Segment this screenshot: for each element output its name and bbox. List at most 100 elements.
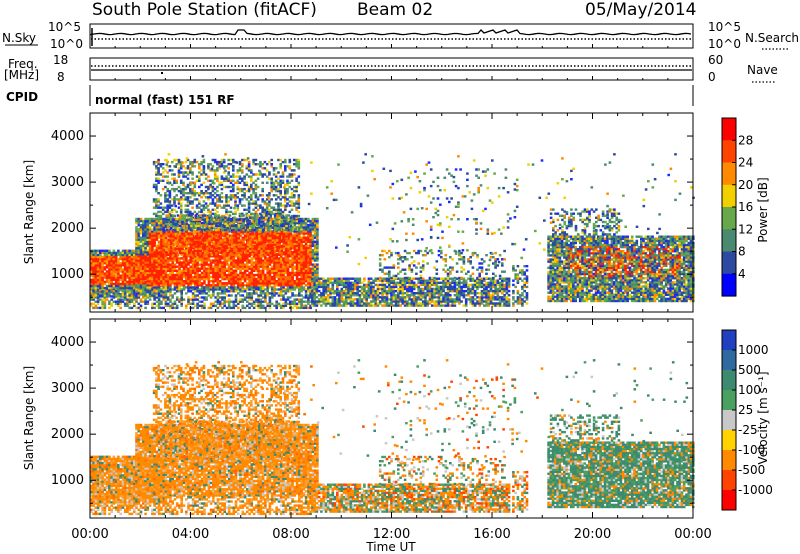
power-cell: [226, 241, 229, 244]
power-cell: [297, 200, 301, 203]
power-cell: [304, 277, 308, 281]
power-cell: [196, 282, 199, 285]
power-cell: [286, 280, 290, 283]
power-cell: [94, 262, 98, 265]
power-cell: [178, 236, 181, 239]
power-cell: [224, 222, 227, 225]
power-cell: [151, 259, 154, 262]
power-cell: [283, 241, 286, 244]
power-cell: [198, 210, 201, 214]
power-cell: [215, 214, 218, 217]
power-cell: [220, 192, 224, 195]
power-cell: [222, 177, 226, 180]
power-cell: [189, 163, 192, 166]
power-cell: [159, 165, 163, 168]
power-cell: [256, 185, 260, 189]
power-cell: [112, 259, 116, 263]
power-cell: [270, 165, 273, 168]
power-cell: [279, 165, 282, 168]
power-cell: [250, 280, 254, 283]
nsky-line: [90, 29, 692, 36]
power-cell: [213, 158, 217, 162]
power-cell: [304, 228, 308, 231]
power-cell: [275, 271, 278, 275]
power-cell: [182, 175, 185, 178]
power-cell: [259, 280, 263, 283]
power-cell: [162, 271, 165, 275]
power-cell: [286, 259, 290, 262]
power-cell: [232, 185, 235, 189]
power-cell: [135, 240, 138, 243]
power-cell: [166, 221, 170, 225]
power-cell: [119, 251, 122, 255]
power-cell: [171, 267, 174, 270]
power-cell: [130, 272, 134, 275]
power-cell: [243, 271, 247, 275]
power-cell: [90, 264, 93, 267]
power-cell: [298, 265, 301, 268]
power-cell: [155, 217, 159, 221]
power-cell: [168, 200, 172, 203]
power-cell: [273, 243, 277, 246]
power-cell: [92, 278, 95, 281]
power-cell: [223, 286, 226, 289]
power-cell: [300, 273, 303, 277]
power-cell: [200, 183, 203, 187]
power-cell: [155, 257, 159, 260]
power-cell: [157, 280, 161, 283]
power-cell: [289, 259, 292, 262]
power-cell: [280, 245, 284, 248]
power-cell: [181, 239, 184, 242]
power-cell: [238, 160, 242, 164]
power-cell: [197, 237, 200, 240]
power-cell: [168, 189, 172, 193]
power-cell: [157, 163, 160, 166]
power-cell: [316, 234, 319, 237]
power-cell: [151, 236, 154, 239]
power-cell: [230, 259, 233, 262]
power-cell: [246, 214, 250, 217]
power-cell: [238, 181, 242, 184]
power-cell: [126, 257, 129, 261]
cpid-value: normal (fast) 151 RF: [95, 93, 235, 107]
power-cell: [119, 264, 122, 267]
power-cell: [253, 241, 257, 244]
power-cell: [173, 263, 177, 266]
power-cell: [137, 228, 141, 231]
power-cell: [316, 273, 319, 277]
power-cell: [151, 244, 154, 248]
power-cell: [288, 165, 292, 168]
power-cell: [117, 270, 120, 273]
power-cell: [148, 230, 152, 233]
power-cell: [142, 249, 145, 252]
power-cell: [159, 210, 163, 214]
power-cell: [185, 255, 188, 258]
power-cell: [182, 280, 186, 283]
power-cell: [295, 177, 298, 180]
power-cell: [285, 235, 288, 238]
power-cell: [128, 262, 131, 265]
power-cell: [148, 234, 152, 237]
power-cell: [298, 234, 301, 237]
power-cell: [90, 262, 93, 265]
power-cell: [175, 179, 178, 182]
power-cell: [153, 257, 156, 260]
power-cell: [204, 202, 208, 205]
power-cell: [220, 177, 224, 180]
power-cell: [250, 288, 254, 291]
power-cell: [220, 163, 224, 166]
power-cell: [279, 175, 282, 178]
power-cell: [128, 249, 131, 252]
power-cell: [166, 175, 169, 178]
power-cell: [133, 284, 136, 288]
power-cell: [237, 245, 241, 248]
power-cell: [175, 163, 178, 166]
power-cell: [265, 163, 269, 166]
power-cell: [146, 288, 150, 291]
power-cell: [279, 179, 282, 182]
power-cell: [257, 263, 260, 266]
power-cell: [252, 173, 255, 176]
power-cell: [160, 288, 163, 291]
power-cell: [105, 270, 109, 273]
power-cell: [155, 221, 159, 225]
